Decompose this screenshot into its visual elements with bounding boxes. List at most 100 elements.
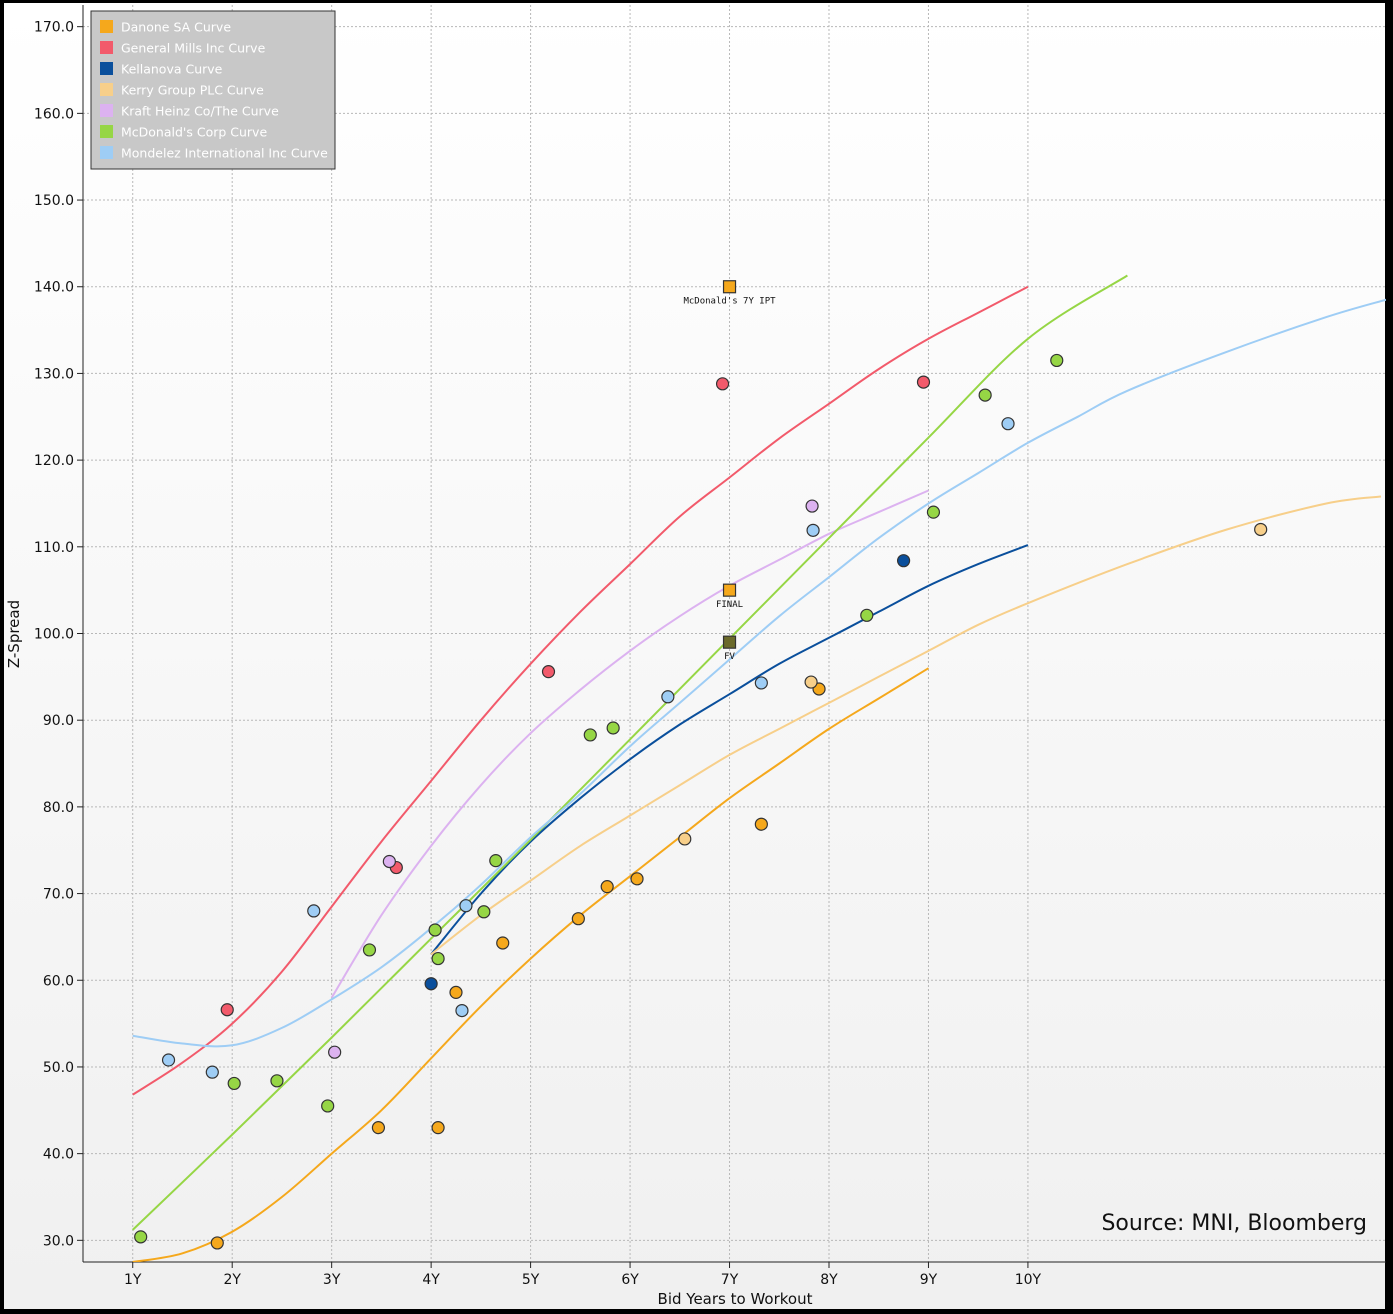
legend-label: Kellanova Curve xyxy=(121,62,223,77)
mondelez-international-inc-curve-point xyxy=(661,690,675,704)
mcdonald-s-corp-curve-point xyxy=(134,1230,148,1244)
mondelez-international-inc-curve-line xyxy=(132,298,1386,1048)
mcdonald-s-corp-curve-point xyxy=(321,1099,335,1113)
x-tick-label: 7Y xyxy=(721,1272,739,1288)
danone-sa-curve-point xyxy=(630,872,644,886)
legend-label: Kerry Group PLC Curve xyxy=(121,83,264,98)
y-tick-label: 80.0 xyxy=(43,800,74,816)
legend: Danone SA Curve General Mills Inc Curve Ke… xyxy=(90,10,336,170)
mondelez-international-inc-curve-point xyxy=(806,523,820,537)
y-tick-label: 70.0 xyxy=(43,887,74,903)
general-mills-inc-curve-point xyxy=(916,375,931,389)
legend-swatch xyxy=(100,104,113,117)
kellanova-curve-point xyxy=(896,554,911,568)
curves xyxy=(132,274,1386,1262)
y-tick-label: 170.0 xyxy=(34,20,74,36)
kraft-heinz-co-the-curve-point xyxy=(382,854,396,869)
general-mills-inc-curve-point xyxy=(220,1003,234,1017)
general-mills-inc-curve-point xyxy=(541,665,556,679)
mcdonald-s-corp-curve-point xyxy=(270,1074,284,1088)
legend-swatch xyxy=(100,125,113,138)
mcdonald-s-corp-curve-point xyxy=(860,608,874,622)
y-tick-label: 40.0 xyxy=(43,1147,74,1163)
kraft-heinz-co-the-curve-line xyxy=(330,489,929,999)
kerry-group-plc-curve-point xyxy=(678,832,692,846)
x-tick-label: 2Y xyxy=(223,1272,241,1288)
legend-swatch xyxy=(100,83,113,96)
kerry-group-plc-curve-point xyxy=(804,675,818,689)
mondelez-international-inc-curve-point xyxy=(1001,417,1015,431)
danone-sa-curve-line xyxy=(132,667,930,1262)
kerry-group-plc-curve-point xyxy=(1254,522,1268,537)
x-tick-label: 3Y xyxy=(323,1272,341,1288)
mondelez-international-inc-curve-point xyxy=(459,899,473,913)
y-tick-label: 90.0 xyxy=(43,713,74,729)
legend-label: Danone SA Curve xyxy=(121,20,231,35)
mcdonald-s-corp-curve-point xyxy=(489,854,503,868)
mcdonald-s-corp-curve-point xyxy=(606,721,620,735)
x-tick-label: 5Y xyxy=(522,1272,540,1288)
legend-swatch xyxy=(100,146,113,159)
y-axis-title: Z-Spread xyxy=(5,600,23,668)
danone-sa-curve-point xyxy=(431,1121,445,1135)
x-tick-label: 8Y xyxy=(820,1272,838,1288)
mondelez-international-inc-curve-point xyxy=(754,676,768,690)
kerry-group-plc-curve-line xyxy=(430,495,1382,956)
mcdonald-s-corp-curve-point xyxy=(1050,353,1064,368)
annotation-marker xyxy=(722,280,737,294)
danone-sa-curve-point xyxy=(571,912,585,926)
legend-swatch xyxy=(100,20,113,33)
mcdonald-s-corp-curve-point xyxy=(362,943,377,957)
x-axis-title: Bid Years to Workout xyxy=(658,1290,813,1308)
y-tick-label: 130.0 xyxy=(34,366,74,382)
annotation-label: FV xyxy=(724,652,735,662)
mcdonald-s-corp-curve-point xyxy=(583,728,597,742)
mondelez-international-inc-curve-point xyxy=(205,1065,219,1079)
scatter-points xyxy=(134,353,1268,1250)
x-tick-label: 6Y xyxy=(621,1272,639,1288)
y-tick-label: 140.0 xyxy=(34,280,74,296)
grid xyxy=(83,5,1386,1262)
mondelez-international-inc-curve-point xyxy=(161,1053,176,1067)
x-tick-label: 4Y xyxy=(422,1272,440,1288)
x-tick-label: 10Y xyxy=(1015,1272,1042,1288)
y-tick-label: 110.0 xyxy=(34,540,74,556)
kellanova-curve-line xyxy=(430,544,1029,955)
x-tick-label: 1Y xyxy=(124,1272,142,1288)
y-tick-label: 30.0 xyxy=(43,1233,74,1249)
legend-box xyxy=(90,10,336,170)
kellanova-curve-point xyxy=(424,977,438,991)
danone-sa-curve-point xyxy=(210,1236,224,1250)
danone-sa-curve-point xyxy=(449,985,463,999)
mcdonald-s-corp-curve-point xyxy=(428,923,442,937)
y-tick-label: 160.0 xyxy=(34,106,74,122)
source-note: Source: MNI, Bloomberg xyxy=(1101,1211,1367,1236)
general-mills-inc-curve-line xyxy=(132,285,1029,1096)
danone-sa-curve-point xyxy=(600,880,614,894)
y-tick-label: 120.0 xyxy=(34,453,74,469)
mcdonald-s-corp-curve-point xyxy=(431,951,445,966)
chart-background xyxy=(4,3,1385,1309)
annotation-label: McDonald's 7Y IPT xyxy=(683,297,776,307)
legend-swatch xyxy=(100,62,113,75)
x-tick-label: 9Y xyxy=(920,1272,938,1288)
general-mills-inc-curve-point xyxy=(715,377,730,391)
annotation-label: FINAL xyxy=(716,600,743,610)
annotation-marker xyxy=(722,635,737,649)
mcdonald-s-corp-curve-point xyxy=(926,505,941,519)
mcdonald-s-corp-curve-point xyxy=(978,388,992,402)
danone-sa-curve-point xyxy=(754,817,768,831)
legend-swatch xyxy=(100,41,113,54)
mcdonald-s-corp-curve-point xyxy=(227,1076,241,1091)
mondelez-international-inc-curve-point xyxy=(455,1003,469,1018)
legend-label: General Mills Inc Curve xyxy=(121,41,266,56)
y-tick-label: 100.0 xyxy=(34,627,74,643)
mcdonald-s-corp-curve-line xyxy=(132,274,1128,1231)
mondelez-international-inc-curve-point xyxy=(307,904,321,918)
legend-label: McDonald's Corp Curve xyxy=(121,125,267,140)
y-tick-label: 50.0 xyxy=(43,1060,74,1076)
axes: 30.0 40.0 50.0 60.0 70.0 80.0 90.0 100.0 110.0 12… xyxy=(34,5,1386,1288)
legend-label: Mondelez International Inc Curve xyxy=(121,146,328,161)
legend-label: Kraft Heinz Co/The Curve xyxy=(121,104,279,119)
